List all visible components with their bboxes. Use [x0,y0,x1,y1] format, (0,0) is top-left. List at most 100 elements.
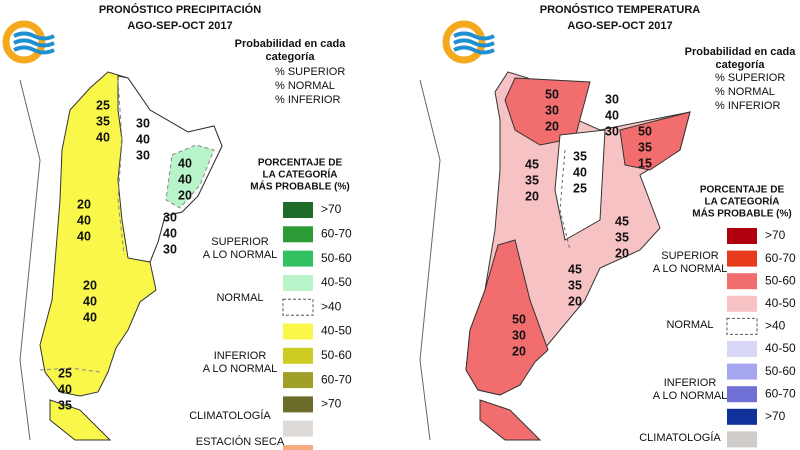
legend-label: 60-70 [321,372,352,386]
temp-map [419,71,691,441]
category-label: SUPERIOR [211,236,269,248]
region-value: 40 [83,310,97,324]
legend-swatch [283,226,313,243]
prob-line: % INFERIOR [275,94,340,106]
prob-line: % SUPERIOR [715,72,785,84]
region-value: 40 [178,172,192,186]
region-value: 40 [178,156,192,170]
legend-heading: PORCENTAJE DE [258,158,343,169]
legend-label: 60-70 [321,226,352,240]
region-value: 30 [163,210,177,224]
region-value: 35 [638,140,652,154]
region-value: 30 [163,242,177,256]
legend-swatch [727,250,757,267]
region-value: 45 [525,157,539,171]
prob-heading: Probabilidad en cada [235,38,347,50]
legend-swatch [283,420,313,437]
region-value: 45 [615,214,629,228]
region-value: 35 [568,278,582,292]
legend-label: >40 [321,299,342,313]
category-label: ESTACIÓN SECA [196,435,285,448]
category-label: NORMAL [216,292,263,304]
region-value: 40 [96,130,110,144]
legend-swatch [727,386,757,403]
legend-heading: MÁS PROBABLE (%) [250,180,349,193]
region-value: 20 [568,294,582,308]
legend-label: 60-70 [765,251,796,265]
title: PRONÓSTICO TEMPERATURA [540,3,701,16]
legend-heading: LA CATEGORÍA [263,168,338,181]
region-value: 30 [512,328,526,342]
category-label: A LO NORMAL [203,363,278,375]
prob-line: % NORMAL [275,80,335,92]
region-value: 20 [615,246,629,260]
category-label: INFERIOR [214,350,267,362]
category-label: A LO NORMAL [653,390,728,402]
legend-label: >70 [321,202,342,216]
region-value: 40 [58,382,72,396]
region-value: 40 [136,132,150,146]
legend-label: >70 [765,228,786,242]
legend-label: >40 [765,319,786,333]
logo [2,20,55,64]
legend-swatch [727,295,757,312]
legend-swatch [283,250,313,267]
legend-swatch [283,274,313,291]
region-value: 50 [512,312,526,326]
legend-swatch [283,445,313,450]
subtitle: AGO-SEP-OCT 2017 [127,20,232,32]
region-value: 35 [615,230,629,244]
region-value: 15 [638,156,652,170]
legend-heading: PORCENTAJE DE [700,185,785,196]
region-value: 40 [77,229,91,243]
legend-heading: LA CATEGORÍA [705,195,780,208]
legend-swatch [727,408,757,425]
region-value: 30 [136,116,150,130]
category-label: INFERIOR [664,377,717,389]
legend-swatch [727,341,757,357]
legend-swatch [282,298,314,316]
region-value: 25 [96,98,110,112]
legend-label: 40-50 [321,324,352,338]
legend-swatch [727,431,757,448]
category-label: A LO NORMAL [653,263,728,275]
region-value: 40 [605,108,619,122]
region-value: 20 [525,189,539,203]
legend-label: 40-50 [765,296,796,310]
legend-swatch [283,323,313,340]
prob-heading: categoría [266,51,316,63]
logo [442,20,495,64]
region-value: 30 [545,103,559,117]
legend-label: 40-50 [321,275,352,289]
category-label: A LO NORMAL [203,249,278,261]
region-value: 20 [512,344,526,358]
region-value: 20 [545,119,559,133]
prob-heading: Probabilidad en cada [685,46,797,58]
subtitle: AGO-SEP-OCT 2017 [567,20,672,32]
legend-label: 50-60 [321,348,352,362]
legend-label: 40-50 [765,341,796,355]
region-value: 40 [77,213,91,227]
legend-swatch [727,228,757,244]
legend-label: 50-60 [321,251,352,265]
legend-heading: MÁS PROBABLE (%) [692,207,791,220]
legend-swatch [283,396,313,413]
precip-map [19,71,223,441]
region-value: 35 [58,398,72,412]
category-label: NORMAL [666,319,713,331]
legend-swatch [283,202,313,218]
region-value: 30 [605,124,619,138]
legend-swatch [283,347,313,364]
legend-swatch [726,317,758,335]
prob-line: % NORMAL [715,86,775,98]
region-value: 35 [573,149,587,163]
category-label: SUPERIOR [661,250,719,262]
category-label: CLIMATOLOGÍA [639,431,721,444]
region-value: 20 [83,278,97,292]
region-value: 45 [568,262,582,276]
legend-label: >70 [321,397,342,411]
legend-label: >70 [765,409,786,423]
prob-line: % INFERIOR [715,100,780,112]
legend-swatch [727,363,757,380]
